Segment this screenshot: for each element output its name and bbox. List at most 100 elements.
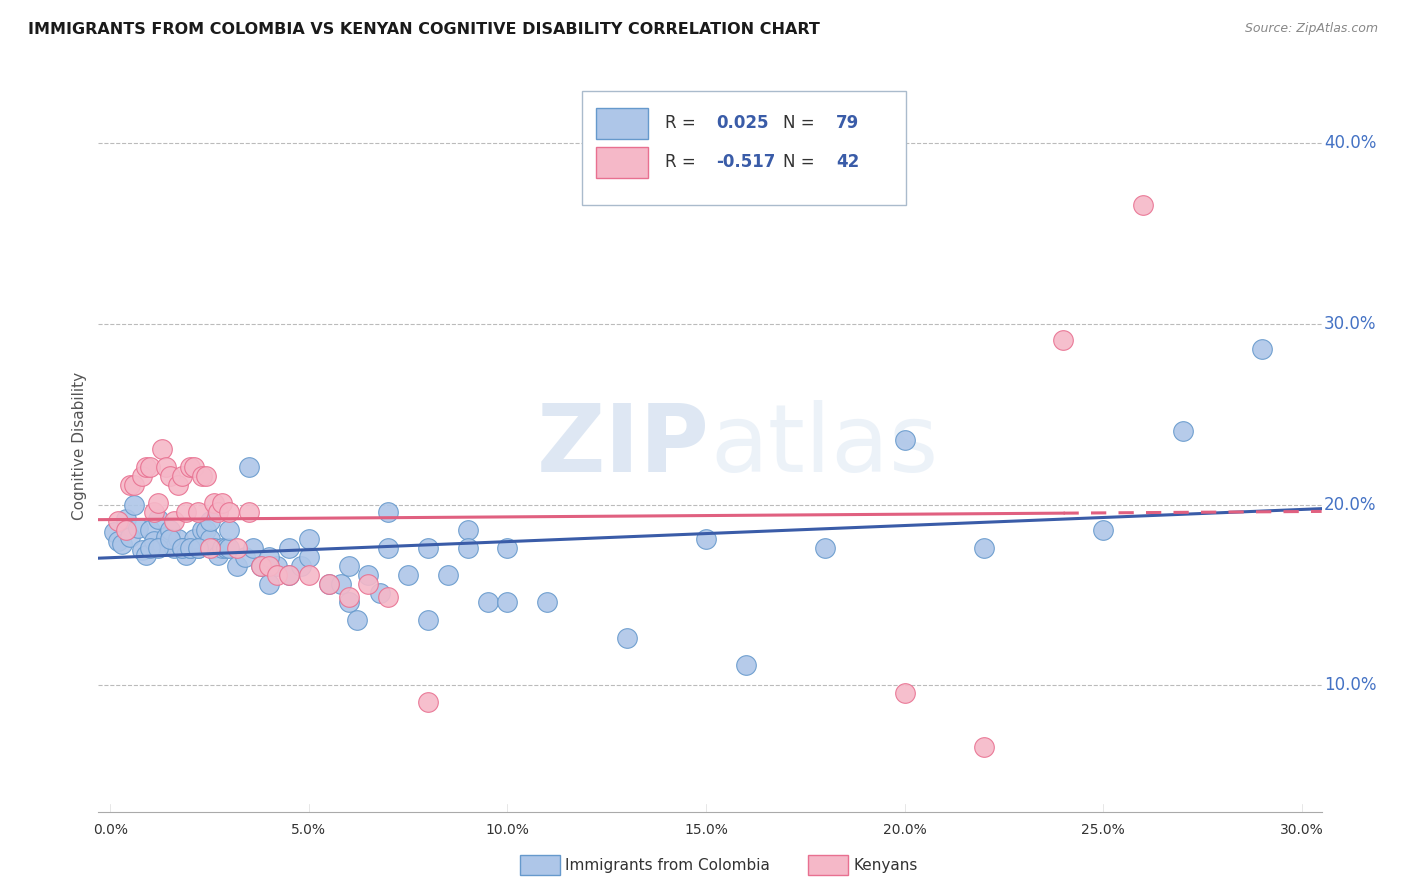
Text: 10.0%: 10.0% — [1324, 676, 1376, 694]
Point — [416, 694, 439, 708]
Point — [131, 468, 153, 483]
Point — [337, 590, 360, 604]
Point — [616, 632, 638, 646]
Point — [115, 523, 138, 537]
Point — [139, 459, 162, 474]
Point — [207, 548, 229, 562]
Text: 30.0%: 30.0% — [1279, 822, 1323, 837]
Text: 10.0%: 10.0% — [485, 822, 530, 837]
Point — [187, 505, 209, 519]
Point — [122, 478, 145, 492]
Point — [457, 541, 479, 555]
Point — [163, 541, 186, 555]
Point — [973, 541, 995, 555]
Point — [166, 478, 188, 492]
Point — [1171, 424, 1194, 438]
Point — [396, 568, 419, 582]
Point — [107, 514, 129, 528]
Point — [202, 496, 225, 510]
Point — [146, 541, 169, 555]
Text: IMMIGRANTS FROM COLOMBIA VS KENYAN COGNITIVE DISABILITY CORRELATION CHART: IMMIGRANTS FROM COLOMBIA VS KENYAN COGNI… — [28, 22, 820, 37]
Text: ZIP: ZIP — [537, 400, 710, 492]
Point — [346, 613, 368, 627]
Point — [1092, 523, 1115, 537]
Text: 20.0%: 20.0% — [1324, 496, 1376, 514]
Point — [179, 459, 201, 474]
Text: 79: 79 — [837, 114, 859, 132]
Point — [238, 459, 260, 474]
Text: Immigrants from Colombia: Immigrants from Colombia — [565, 858, 770, 872]
Point — [1251, 343, 1274, 357]
Point — [190, 523, 212, 537]
Point — [120, 530, 142, 544]
Point — [159, 468, 181, 483]
Point — [278, 568, 301, 582]
Point — [187, 541, 209, 555]
Point — [278, 568, 301, 582]
Point — [257, 577, 280, 591]
Point — [257, 559, 280, 574]
Point — [218, 541, 240, 555]
Point — [163, 514, 186, 528]
Point — [103, 524, 125, 539]
Point — [416, 613, 439, 627]
Point — [278, 541, 301, 555]
Point — [190, 468, 212, 483]
Point — [250, 559, 273, 574]
Text: 40.0%: 40.0% — [1324, 135, 1376, 153]
FancyBboxPatch shape — [596, 108, 648, 139]
Point — [893, 685, 915, 699]
Point — [146, 512, 169, 526]
Point — [695, 532, 717, 546]
Point — [194, 523, 217, 537]
Text: 25.0%: 25.0% — [1081, 822, 1125, 837]
Point — [183, 459, 205, 474]
Point — [198, 532, 221, 546]
Text: atlas: atlas — [710, 400, 938, 492]
Point — [187, 541, 209, 555]
Point — [298, 532, 321, 546]
Point — [211, 541, 233, 555]
Point — [377, 505, 399, 519]
Point — [159, 532, 181, 546]
Point — [337, 595, 360, 609]
Point — [238, 505, 260, 519]
Point — [170, 468, 193, 483]
Text: 30.0%: 30.0% — [1324, 315, 1376, 333]
Point — [150, 539, 173, 553]
Point — [146, 496, 169, 510]
Point — [174, 548, 197, 562]
Point — [235, 550, 257, 565]
Point — [477, 595, 499, 609]
Point — [179, 541, 201, 555]
Point — [457, 523, 479, 537]
Point — [155, 530, 177, 544]
Point — [536, 595, 558, 609]
Point — [150, 442, 173, 456]
Y-axis label: Cognitive Disability: Cognitive Disability — [72, 372, 87, 520]
Point — [973, 739, 995, 754]
Point — [357, 577, 380, 591]
Point — [170, 541, 193, 555]
Point — [318, 577, 340, 591]
Point — [143, 533, 166, 548]
Point — [1052, 334, 1074, 348]
Point — [159, 523, 181, 537]
Point — [1132, 198, 1154, 212]
Point — [155, 459, 177, 474]
Point — [290, 559, 312, 574]
Point — [139, 541, 162, 555]
Point — [496, 595, 519, 609]
Point — [416, 541, 439, 555]
Point — [337, 559, 360, 574]
Point — [437, 568, 460, 582]
Point — [198, 541, 221, 555]
Point — [734, 658, 756, 673]
Text: 20.0%: 20.0% — [883, 822, 927, 837]
Text: 15.0%: 15.0% — [685, 822, 728, 837]
Text: N =: N = — [783, 153, 820, 171]
Point — [257, 550, 280, 565]
Point — [122, 498, 145, 512]
Point — [135, 548, 157, 562]
Text: -0.517: -0.517 — [716, 153, 776, 171]
